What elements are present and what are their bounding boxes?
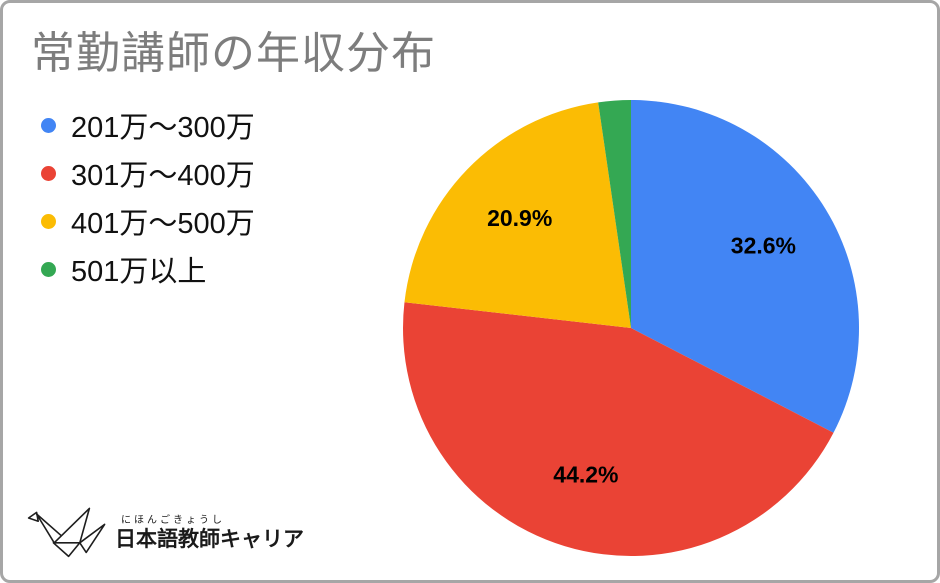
- pie-slice: [403, 302, 834, 556]
- legend-dot: [41, 261, 56, 277]
- chart-legend: 201万〜300万 301万〜400万 401万〜500万 501万以上: [41, 101, 255, 293]
- legend-item: 501万以上: [41, 245, 255, 293]
- legend-item: 201万〜300万: [41, 101, 255, 149]
- pie-slice: [598, 100, 631, 328]
- pie-chart-svg: 32.6% 44.2% 20.9%: [403, 100, 860, 556]
- logo: にほんごきょうし 日本語教師キャリア: [27, 504, 304, 564]
- legend-item: 301万〜400万: [41, 149, 255, 197]
- legend-item: 401万〜500万: [41, 197, 255, 245]
- legend-dot: [41, 117, 56, 133]
- origami-crane-icon: [27, 507, 106, 558]
- legend-label: 501万以上: [71, 256, 207, 288]
- legend-label: 201万〜300万: [71, 112, 255, 144]
- logo-furigana: にほんごきょうし: [121, 514, 225, 526]
- pie-chart: 32.6% 44.2% 20.9%: [401, 98, 861, 558]
- slice-label: 20.9%: [487, 205, 552, 231]
- logo-textblock: にほんごきょうし 日本語教師キャリア: [115, 515, 304, 553]
- pie-slice: [631, 100, 860, 433]
- legend-label: 401万〜500万: [71, 208, 255, 240]
- pie-slice: [404, 102, 631, 328]
- legend-label: 301万〜400万: [71, 160, 255, 192]
- slice-label: 32.6%: [731, 232, 796, 258]
- chart-title: 常勤講師の年収分布: [31, 29, 436, 78]
- logo-name: 日本語教師キャリア: [115, 527, 304, 551]
- legend-dot: [41, 165, 56, 181]
- legend-dot: [41, 213, 56, 229]
- slice-label: 44.2%: [553, 461, 618, 487]
